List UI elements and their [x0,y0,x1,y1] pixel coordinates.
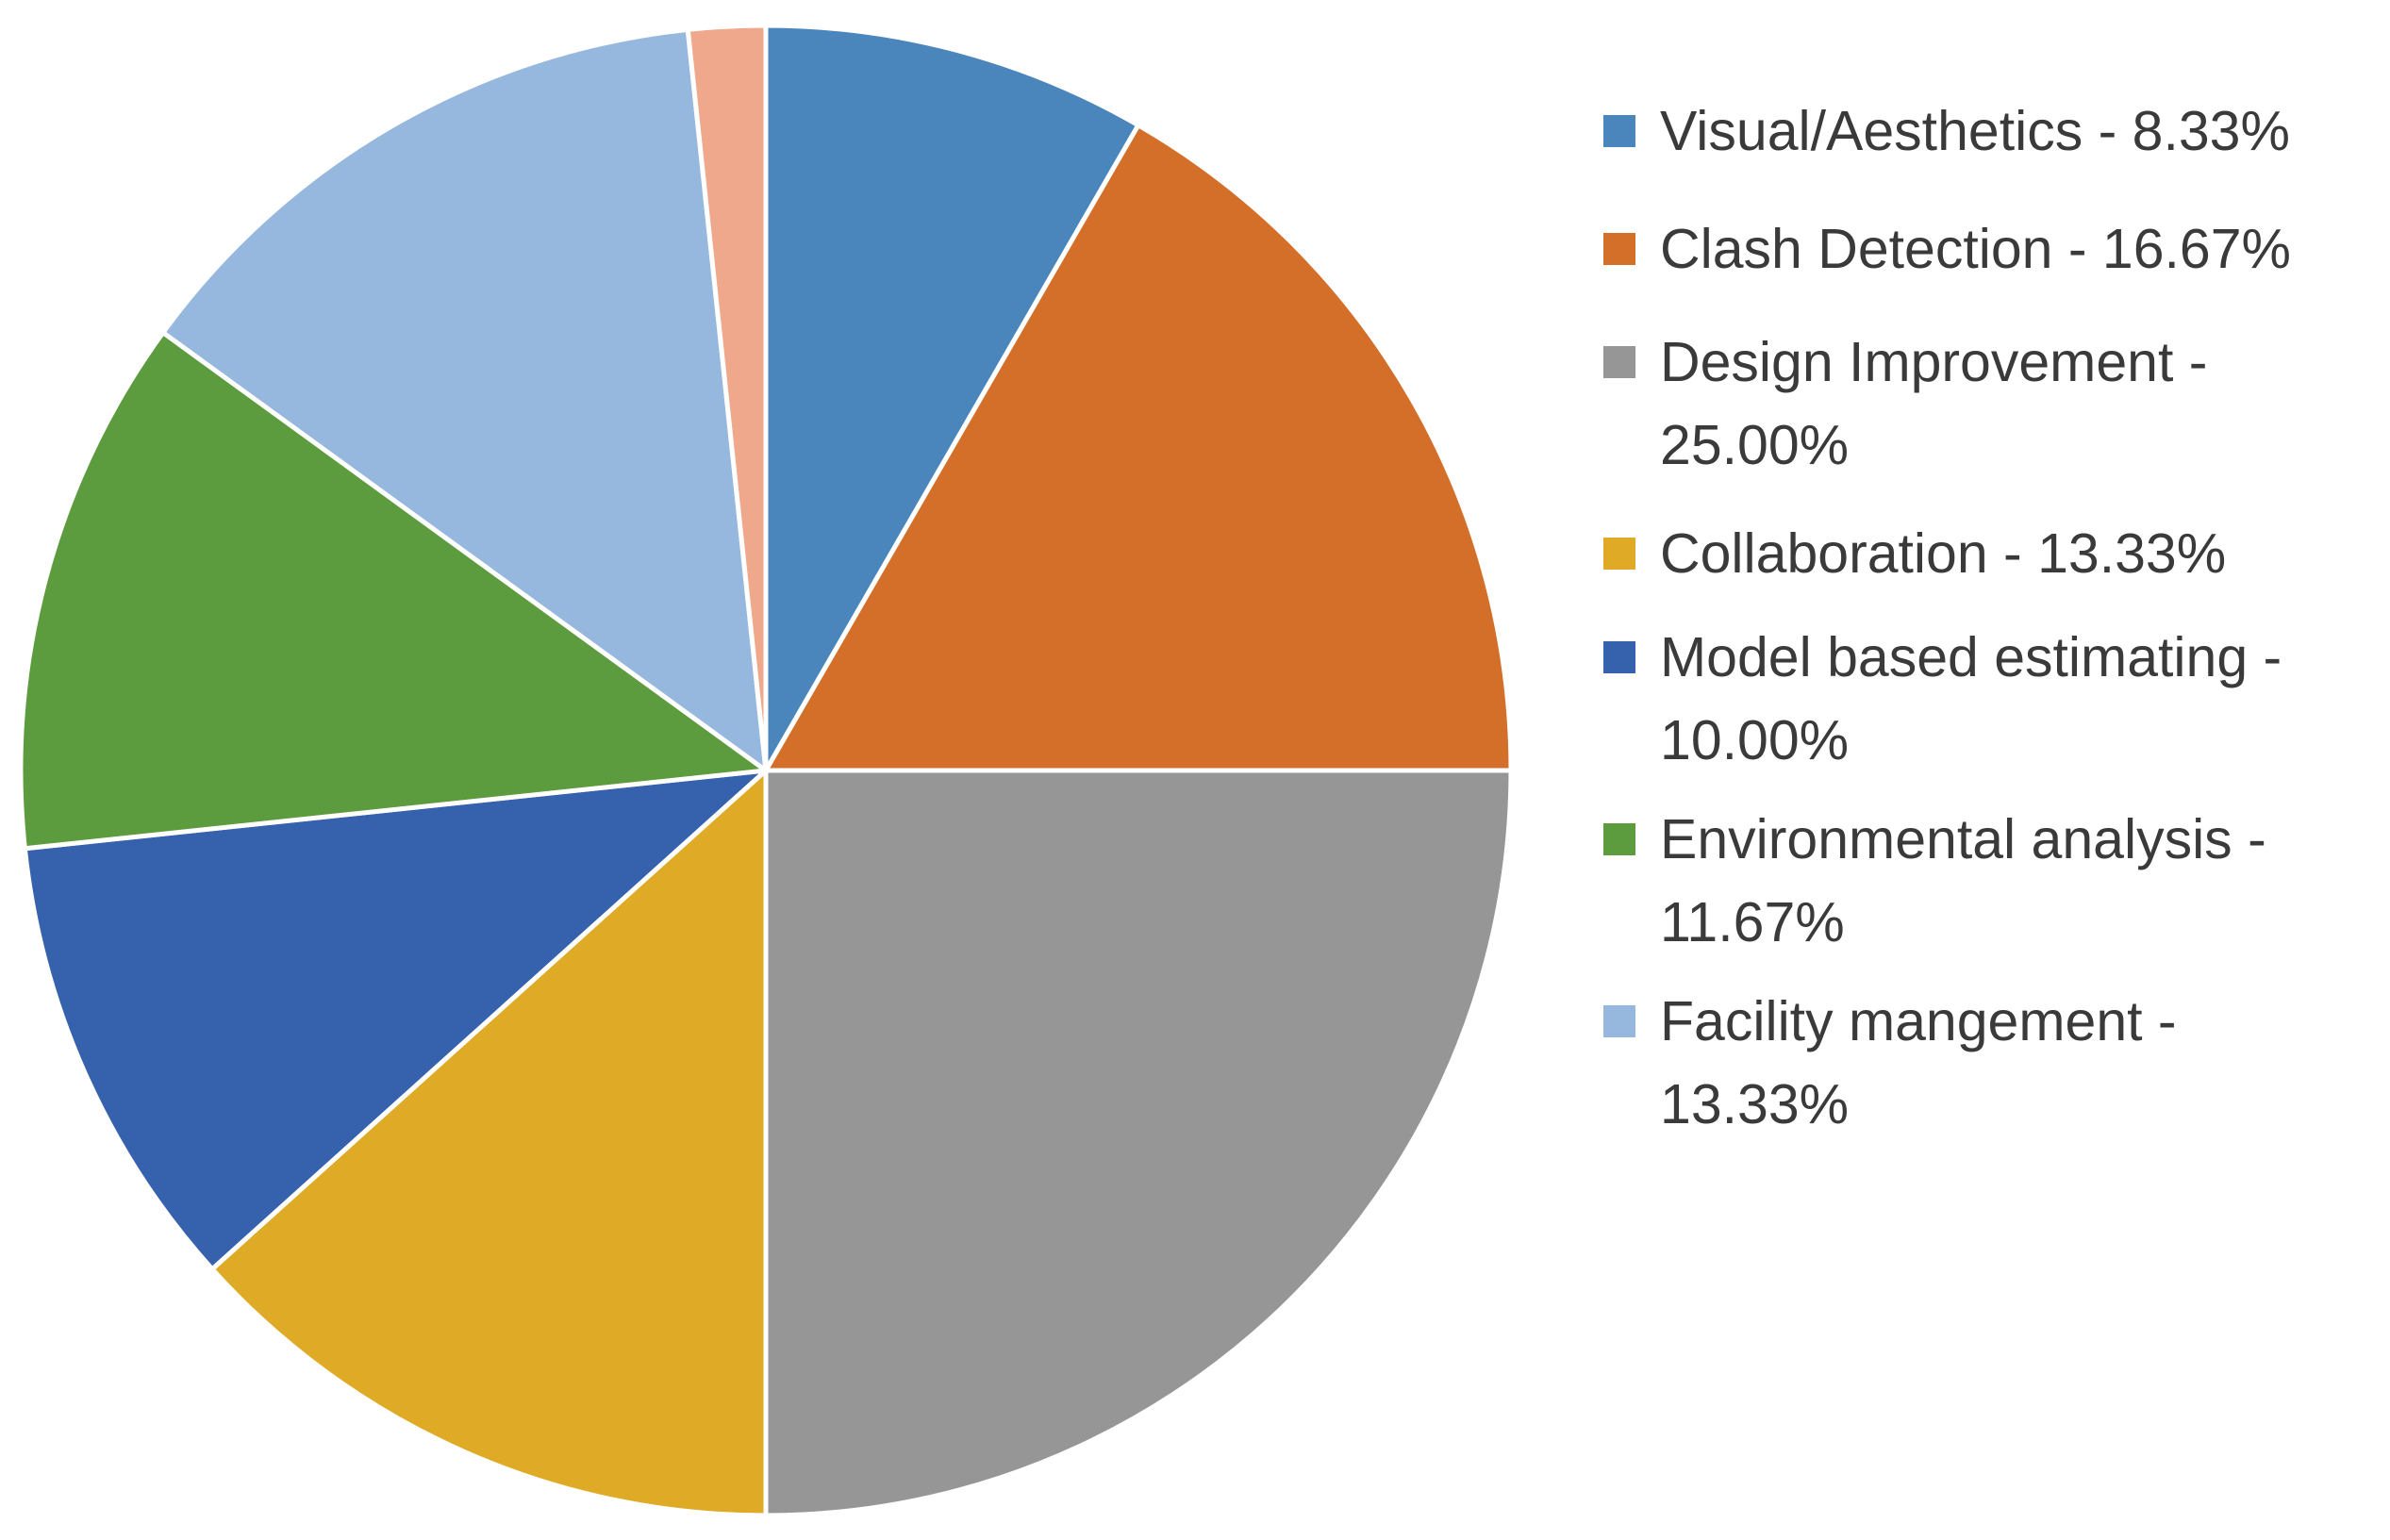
legend-label: Model based estimating - 10.00% [1660,626,2282,771]
legend-item-4: Model based estimating - 10.00% [1603,616,2377,782]
chart-legend: Visual/Aesthetics - 8.33% Clash Detection… [1603,90,2377,1146]
pie-slice-6 [160,26,769,773]
legend-swatch [1603,538,1635,570]
legend-swatch [1603,346,1635,378]
legend-item-0: Visual/Aesthetics - 8.33% [1603,90,2377,173]
pie-slice-2 [763,768,1514,1518]
legend-label: Design Improvement - 25.00% [1660,331,2208,476]
pie-slice-0 [763,23,1141,773]
legend-swatch [1603,115,1635,147]
pie-slice-3 [209,768,769,1518]
legend-label: Clash Detection - 16.67% [1660,218,2292,280]
legend-swatch [1603,641,1635,673]
pie-slice-1 [763,123,1514,773]
legend-swatch [1603,1005,1635,1037]
legend-item-5: Environmental analysis - 11.67% [1603,798,2377,964]
legend-label: Visual/Aesthetics - 8.33% [1660,100,2290,162]
legend-label: Facility mangement - 13.33% [1660,990,2177,1135]
legend-label: Environmental analysis - 11.67% [1660,808,2266,953]
legend-label: Collaboration - 13.33% [1660,522,2227,585]
legend-item-2: Design Improvement - 25.00% [1603,321,2377,487]
legend-swatch [1603,233,1635,265]
pie-plot [18,23,1514,1518]
legend-item-1: Clash Detection - 16.67% [1603,207,2377,290]
pie-slice-4 [22,768,769,1272]
pie-slice-5 [18,330,769,852]
legend-item-3: Collaboration - 13.33% [1603,512,2377,595]
legend-swatch [1603,823,1635,855]
legend-item-6: Facility mangement - 13.33% [1603,980,2377,1146]
pie-slice-7 [685,23,769,773]
